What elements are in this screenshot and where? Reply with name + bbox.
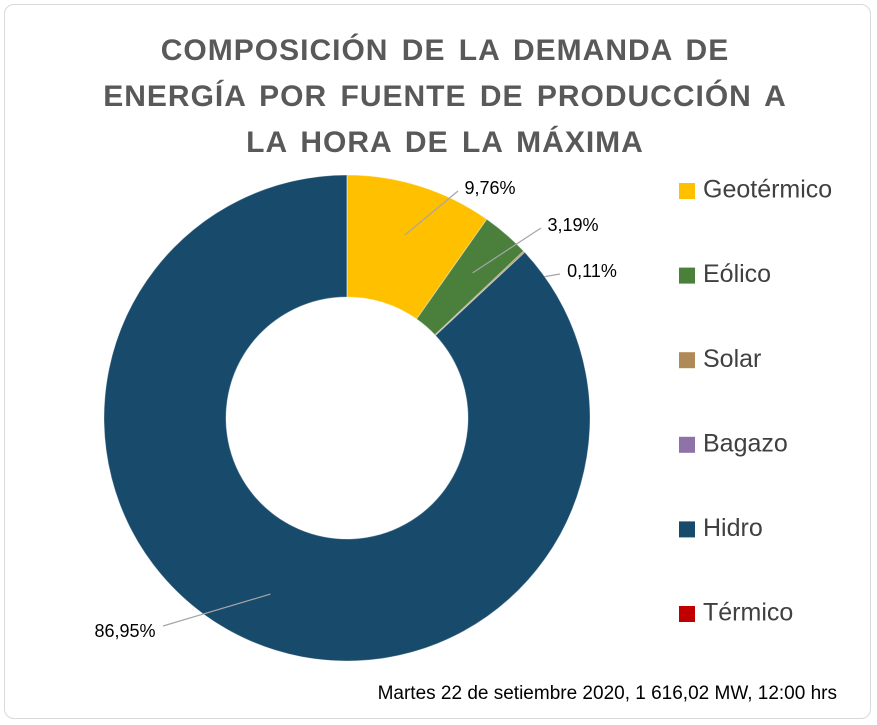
- legend-label: Hidro: [703, 514, 763, 542]
- legend-swatch: [679, 352, 695, 369]
- leader-line: [472, 227, 542, 274]
- data-label: 9,76%: [464, 178, 515, 198]
- legend-swatch: [679, 606, 695, 622]
- legend-label: Eólico: [703, 260, 771, 288]
- data-label: 3,19%: [547, 215, 598, 235]
- leader-line: [162, 593, 271, 627]
- data-label: 0,11%: [567, 261, 617, 281]
- legend-label: Bagazo: [703, 429, 788, 457]
- chart-title: COMPOSICIÓN DE LA DEMANDA DE ENERGÍA POR…: [103, 34, 787, 159]
- legend-label: Geotérmico: [703, 176, 832, 204]
- donut-slice: [103, 174, 591, 662]
- chart-frame: [4, 4, 871, 719]
- donut-slice: [434, 250, 526, 337]
- legend-swatch: [679, 436, 695, 453]
- legend-label: Térmico: [703, 599, 793, 627]
- legend-label: Solar: [703, 345, 761, 373]
- legend-swatch: [679, 183, 695, 199]
- legend-swatch: [679, 521, 695, 538]
- legend-swatch: [679, 267, 695, 284]
- donut-slice: [346, 174, 488, 320]
- data-label: 86,95%: [94, 621, 155, 641]
- leader-line: [404, 190, 459, 236]
- chart-subtitle: Martes 22 de setiembre 2020, 1 616,02 MW…: [377, 683, 837, 704]
